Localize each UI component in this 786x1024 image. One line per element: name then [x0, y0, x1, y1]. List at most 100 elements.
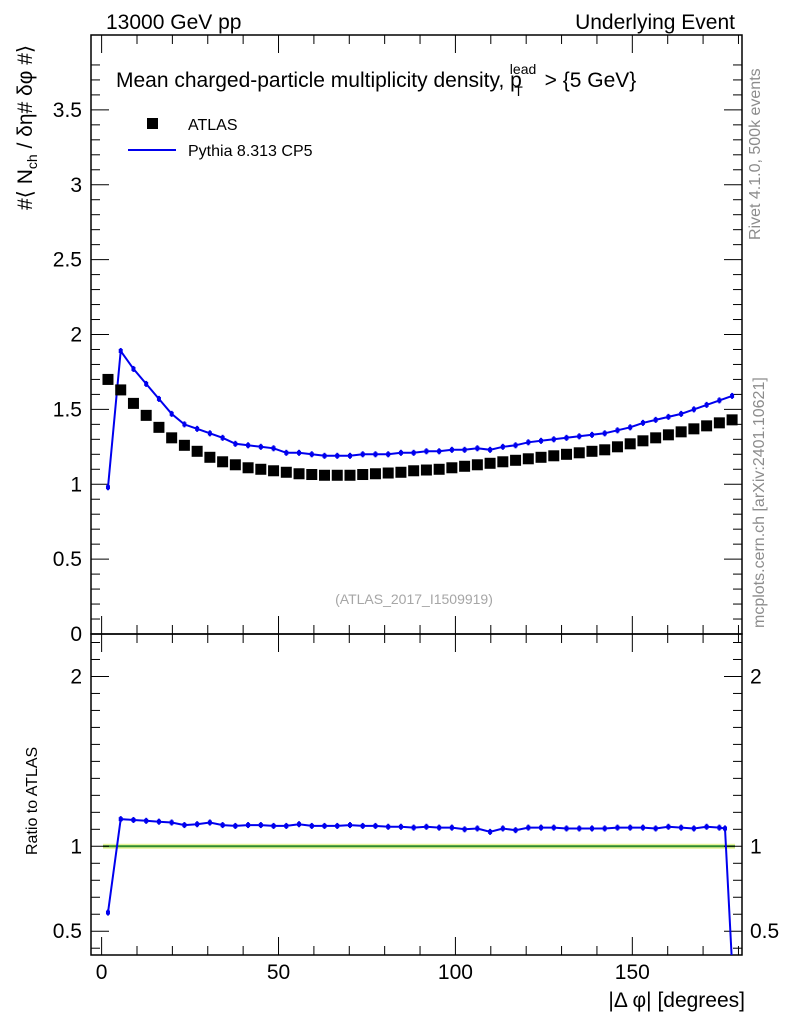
main-y-tick-label: 0.5 — [53, 548, 82, 571]
pythia-ratio-point — [564, 826, 569, 831]
atlas-point — [548, 450, 560, 462]
header-right: Underlying Event — [575, 11, 735, 34]
pythia-main-point — [437, 449, 442, 454]
main-y-label-end: / δη# δφ #⟩ — [14, 45, 37, 154]
pythia-ratio-point — [195, 822, 200, 827]
rivet-version-label: Rivet 4.1.0, 500k events — [747, 68, 764, 240]
pythia-ratio-point — [691, 826, 696, 831]
pythia-ratio-point — [182, 823, 187, 828]
pythia-ratio-point — [679, 825, 684, 830]
pythia-ratio-point — [717, 825, 722, 830]
pythia-main-point — [156, 396, 161, 401]
atlas-point — [662, 429, 674, 441]
pythia-ratio-point — [513, 828, 518, 833]
header-left: 13000 GeV pp — [106, 11, 241, 34]
pythia-ratio-point — [297, 822, 302, 827]
pythia-main-point — [679, 411, 684, 416]
pythia-ratio-point — [373, 823, 378, 828]
ratio-panel: 0.5 0.5 1 1 2 2 0 50 100 150 Ratio to ATLAS |Δ φ… — [24, 633, 779, 1012]
atlas-point — [331, 469, 343, 481]
legend-atlas-marker — [147, 118, 158, 129]
pythia-main-point — [144, 381, 149, 386]
pythia-main-point — [475, 446, 480, 451]
pythia-main-point — [526, 440, 531, 445]
pythia-main-point — [730, 393, 735, 398]
ratio-y-axis-label: Ratio to ATLAS — [24, 747, 41, 855]
pythia-main-point — [195, 426, 200, 431]
pythia-ratio-point — [577, 826, 582, 831]
pythia-ratio-point — [322, 823, 327, 828]
atlas-point — [357, 469, 369, 481]
atlas-point — [166, 432, 178, 444]
pythia-main-point — [271, 446, 276, 451]
pythia-ratio-line — [107, 818, 733, 955]
pythia-main-point — [258, 444, 263, 449]
atlas-point — [522, 453, 534, 465]
pythia-main-point — [207, 431, 212, 436]
pythia-main-point — [220, 435, 225, 440]
pythia-ratio-point — [475, 826, 480, 831]
atlas-point — [217, 456, 229, 468]
atlas-point — [497, 456, 509, 468]
pythia-main-point — [602, 431, 607, 436]
pythia-main-point — [704, 402, 709, 407]
atlas-point — [675, 426, 687, 438]
pythia-ratio-point — [500, 826, 505, 831]
mcplots-label: mcplots.cern.ch [arXiv:2401.10621] — [751, 377, 768, 628]
pythia-ratio-point — [105, 910, 110, 915]
pythia-main-point — [589, 432, 594, 437]
atlas-point — [624, 438, 636, 450]
x-tick-labels: 0 50 100 150 — [96, 961, 650, 984]
pythia-main-point — [551, 437, 556, 442]
atlas-point — [688, 423, 700, 435]
pythia-ratio-point — [602, 826, 607, 831]
pythia-ratio-point — [347, 823, 352, 828]
pythia-main-point — [691, 407, 696, 412]
pythia-main-point — [462, 447, 467, 452]
pythia-main-point — [105, 485, 110, 490]
x-tick-label: 150 — [615, 961, 650, 984]
atlas-point — [573, 447, 585, 459]
main-axis-ticks — [91, 35, 742, 635]
pythia-ratio-point — [309, 823, 314, 828]
pythia-ratio-point — [437, 825, 442, 830]
pythia-ratio-point — [118, 817, 123, 822]
pythia-main-point — [653, 417, 658, 422]
pythia-main-point — [118, 348, 123, 353]
atlas-point — [293, 468, 305, 480]
atlas-point — [115, 384, 127, 396]
atlas-point — [102, 373, 114, 385]
pythia-main-point — [246, 443, 251, 448]
pythia-main-point — [424, 449, 429, 454]
main-y-tick-label: 3 — [70, 174, 82, 197]
pythia-ratio-point — [640, 825, 645, 830]
pythia-ratio-point — [207, 820, 212, 825]
pythia-main-series — [105, 347, 735, 491]
pythia-main-point — [500, 444, 505, 449]
main-title-text: Mean charged-particle multiplicity densi… — [116, 69, 522, 92]
pythia-main-point — [488, 447, 493, 452]
pythia-ratio-point — [360, 823, 365, 828]
pythia-ratio-point — [526, 825, 531, 830]
pythia-ratio-point — [220, 823, 225, 828]
atlas-point — [420, 464, 432, 476]
pythia-ratio-point — [551, 825, 556, 830]
ratio-frame — [90, 633, 743, 956]
atlas-point — [344, 469, 356, 481]
pythia-ratio-point — [144, 818, 149, 823]
pythia-ratio-point — [398, 824, 403, 829]
atlas-point — [382, 467, 394, 479]
atlas-point — [471, 459, 483, 471]
atlas-point — [459, 460, 471, 472]
pythia-main-line — [107, 348, 733, 488]
pythia-ratio-point — [233, 823, 238, 828]
pythia-main-point — [309, 452, 314, 457]
pythia-ratio-point — [628, 825, 633, 830]
atlas-point — [178, 439, 190, 451]
pythia-ratio-point — [335, 823, 340, 828]
pythia-ratio-point — [704, 824, 709, 829]
pythia-main-point — [628, 425, 633, 430]
pythia-ratio-point — [169, 820, 174, 825]
atlas-point — [204, 451, 216, 463]
pythia-ratio-point — [131, 817, 136, 822]
